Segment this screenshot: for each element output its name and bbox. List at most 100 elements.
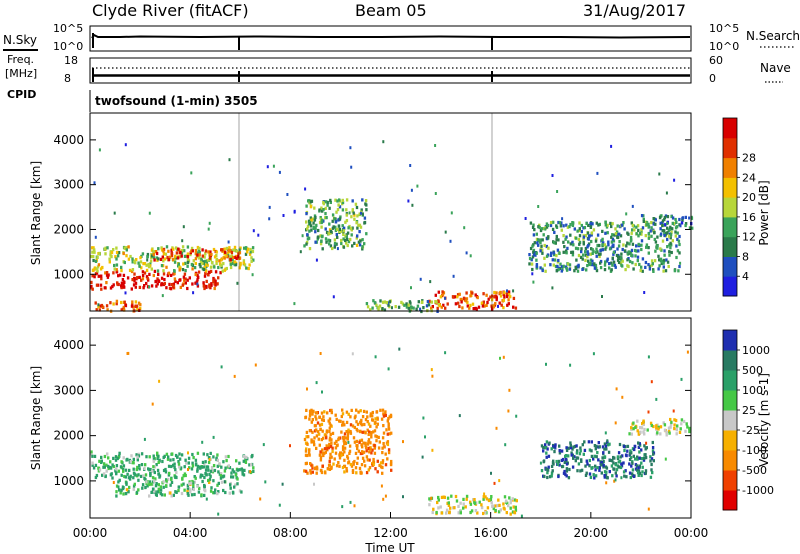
colorbar-frame: [722, 117, 738, 297]
scatter-cell: [231, 262, 234, 266]
scatter-cell: [634, 262, 637, 267]
scatter-cell: [353, 425, 356, 430]
scatter-cell: [644, 471, 647, 475]
scatter-cell: [365, 471, 369, 475]
scatter-cell: [156, 468, 160, 472]
scatter-cell: [572, 445, 575, 449]
scatter-cell: [136, 458, 139, 462]
scatter-cell: [678, 234, 681, 239]
scatter-cell: [319, 455, 323, 459]
scatter-cell: [654, 240, 658, 244]
scatter-cell: [464, 505, 467, 509]
scatter-cell: [305, 447, 308, 451]
scatter-cell: [551, 258, 554, 262]
scatter-cell: [227, 454, 230, 459]
scatter-cell: [490, 495, 493, 499]
scatter-cell: [659, 425, 663, 429]
scatter-cell: [320, 206, 323, 210]
scatter-cell: [304, 469, 308, 473]
scatter-cell: [163, 257, 167, 261]
scatter-cell: [389, 463, 393, 467]
scatter-cell: [587, 440, 591, 444]
scatter-cell: [120, 460, 123, 464]
scatter-cell: [324, 450, 327, 454]
scatter-cell: [635, 464, 639, 468]
scatter-cell: [311, 470, 314, 474]
scatter-cell: [231, 468, 234, 472]
scatter-cell: [578, 227, 581, 231]
scatter-cell: [555, 459, 558, 464]
scatter-cell: [630, 238, 633, 242]
scatter-cell: [564, 454, 567, 458]
scatter-cell: [600, 463, 603, 467]
scatter-cell: [644, 260, 648, 265]
scatter-cell: [318, 208, 321, 212]
scatter-cell: [569, 446, 573, 450]
scatter-cell: [307, 451, 311, 455]
scatter-cell: [353, 440, 357, 444]
scatter-cell: [546, 223, 550, 228]
scatter-cell: [634, 248, 637, 253]
scatter-cell: [215, 457, 218, 462]
scatter-cell: [686, 350, 689, 354]
scatter-cell: [105, 273, 109, 277]
scatter-cell: [152, 256, 156, 260]
scatter-cell: [577, 253, 581, 258]
scatter-cell: [468, 306, 471, 310]
scatter-cell: [613, 233, 616, 237]
scatter-cell: [381, 300, 385, 304]
scatter-cell: [355, 408, 358, 412]
scatter-cell: [651, 440, 654, 445]
scatter-cell: [563, 245, 566, 249]
scatter-cell: [380, 484, 383, 488]
scatter-cell: [196, 451, 200, 455]
scatter-cell: [610, 464, 614, 468]
scatter-cell: [570, 451, 573, 455]
scatter-cell: [558, 251, 561, 255]
scatter-cell: [233, 374, 236, 378]
scatter-cell: [381, 461, 384, 465]
scatter-cell: [678, 242, 681, 247]
scatter-cell: [427, 303, 431, 307]
scatter-cell: [194, 272, 197, 277]
colorbar-segment: [723, 236, 737, 257]
scatter-cell: [565, 235, 568, 239]
scatter-cell: [329, 423, 332, 427]
scatter-cell: [390, 431, 393, 435]
scatter-cell: [246, 247, 250, 251]
scatter-cell: [141, 252, 145, 256]
scatter-cell: [355, 236, 358, 240]
scatter-cell: [650, 462, 653, 467]
scatter-cell: [442, 495, 445, 499]
scatter-cell: [312, 226, 316, 230]
scatter-cell: [201, 440, 204, 444]
scatter-cell: [133, 279, 136, 283]
scatter-cell: [204, 468, 208, 472]
scatter-cell: [547, 246, 550, 250]
scatter-cell: [178, 452, 181, 456]
scatter-cell: [143, 466, 146, 471]
scatter-cell: [154, 477, 157, 481]
scatter-cell: [193, 480, 196, 484]
scatter-cell: [333, 217, 336, 221]
scatter-cell: [141, 483, 145, 487]
scatter-cell: [655, 244, 659, 248]
scatter-cell: [661, 219, 665, 223]
scatter-cell: [675, 255, 678, 260]
colorbar-tick-label: 12: [742, 231, 756, 244]
scatter-cell: [217, 512, 220, 516]
scatter-cell: [377, 305, 380, 310]
scatter-cell: [169, 273, 173, 277]
scatter-cell: [495, 426, 498, 430]
scatter-cell: [543, 256, 546, 260]
scatter-cell: [565, 448, 569, 452]
colorbar-segment: [723, 276, 737, 297]
scatter-cell: [610, 458, 614, 463]
scatter-cell: [324, 227, 327, 231]
scatter-cell: [503, 291, 506, 295]
scatter-cell: [593, 262, 596, 266]
scatter-cell: [560, 458, 564, 462]
scatter-cell: [347, 226, 350, 230]
scatter-cell: [155, 284, 158, 288]
scatter-cell: [485, 293, 488, 297]
